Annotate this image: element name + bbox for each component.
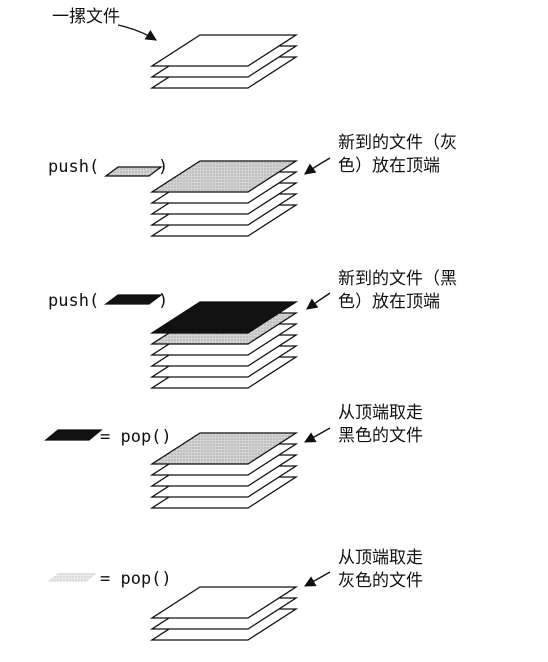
- code-push-close-2: ): [158, 291, 168, 311]
- stage-initial: 一摞文件: [52, 7, 299, 89]
- arrow-take-gray: [304, 571, 331, 587]
- stage-pop-black: = pop() 从顶端取走 黑色的文件: [44, 403, 423, 509]
- code-push-close-1: ): [158, 157, 168, 177]
- arrow-stack: [117, 24, 157, 41]
- gray-file-icon: [104, 166, 163, 177]
- stage-push-black: push( ) 新到的文件（黑 色）放在顶端: [48, 269, 457, 389]
- file-sheet-gray: [149, 432, 299, 465]
- file-sheet-white: [149, 586, 299, 619]
- file-stack-after-pop-black: [149, 432, 299, 509]
- stage-pop-gray: = pop() 从顶端取走 灰色的文件: [47, 548, 423, 641]
- code-push-open-2: push(: [48, 291, 99, 311]
- label-stack: 一摞文件: [52, 7, 120, 27]
- arrow-black-arrive: [306, 292, 331, 310]
- file-stack-after-gray: [149, 160, 299, 237]
- file-stack-after-pop-gray: [149, 586, 299, 641]
- black-file-icon-popped: [44, 429, 103, 441]
- code-pop-2: = pop(): [100, 569, 172, 589]
- file-stack-initial: [149, 34, 299, 89]
- code-pop-1: = pop(): [100, 427, 172, 447]
- label-take-gray-line2: 灰色的文件: [338, 571, 423, 591]
- label-take-black-line2: 黑色的文件: [338, 426, 423, 446]
- label-black-arrive-line1: 新到的文件（黑: [338, 269, 457, 289]
- label-take-black-line1: 从顶端取走: [338, 403, 423, 423]
- file-sheet-black: [149, 301, 299, 334]
- arrow-take-black: [304, 427, 331, 443]
- code-push-open-1: push(: [48, 157, 99, 177]
- stage-push-gray: push( ) 新到的文件（灰 色）放在顶端: [48, 133, 457, 237]
- label-gray-arrive-line2: 色）放在顶端: [338, 156, 440, 176]
- black-file-icon: [104, 294, 163, 305]
- arrow-gray-arrive: [304, 157, 331, 175]
- file-sheet-white: [149, 34, 299, 67]
- label-black-arrive-line2: 色）放在顶端: [338, 292, 440, 312]
- file-stack-after-black: [149, 301, 299, 389]
- gray-file-icon-popped: [47, 573, 97, 582]
- file-sheet-gray: [149, 160, 299, 193]
- label-take-gray-line1: 从顶端取走: [338, 548, 423, 568]
- label-gray-arrive-line1: 新到的文件（灰: [338, 133, 457, 153]
